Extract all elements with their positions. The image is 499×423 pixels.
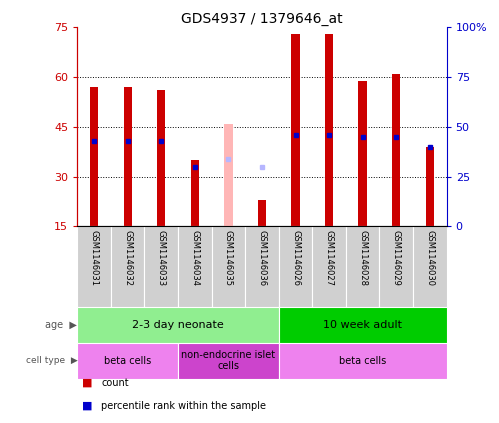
Bar (413, 226, 447, 307)
Bar (157, 91, 166, 226)
Text: beta cells: beta cells (104, 356, 151, 365)
Bar (77, 226, 111, 307)
Bar (212, 226, 245, 307)
Bar (279, 307, 447, 343)
Text: GSM1146026: GSM1146026 (291, 230, 300, 286)
Bar (325, 34, 333, 226)
Text: beta cells: beta cells (339, 356, 386, 365)
Bar (145, 226, 178, 307)
Text: GSM1146033: GSM1146033 (157, 230, 166, 286)
Text: GSM1146035: GSM1146035 (224, 230, 233, 286)
Bar (358, 80, 367, 226)
Text: 10 week adult: 10 week adult (323, 320, 402, 330)
Text: GSM1146027: GSM1146027 (325, 230, 334, 286)
Bar (77, 307, 279, 343)
Bar (279, 343, 447, 379)
Bar (77, 343, 178, 379)
Bar (426, 147, 434, 226)
Text: GSM1146028: GSM1146028 (358, 230, 367, 286)
Text: GSM1146031: GSM1146031 (90, 230, 99, 286)
Text: count: count (101, 378, 129, 388)
Text: cell type  ▶: cell type ▶ (25, 356, 77, 365)
Title: GDS4937 / 1379646_at: GDS4937 / 1379646_at (181, 12, 343, 27)
Text: GSM1146036: GSM1146036 (257, 230, 266, 286)
Bar (346, 226, 379, 307)
Bar (111, 226, 145, 307)
Bar (123, 87, 132, 226)
Bar (291, 34, 300, 226)
Bar (245, 226, 279, 307)
Bar (224, 124, 233, 226)
Bar (90, 87, 98, 226)
Text: GSM1146032: GSM1146032 (123, 230, 132, 286)
Bar (178, 343, 279, 379)
Text: GSM1146030: GSM1146030 (425, 230, 434, 286)
Bar (279, 226, 312, 307)
Text: GSM1146029: GSM1146029 (392, 230, 401, 286)
Bar (191, 160, 199, 226)
Text: ■: ■ (82, 401, 93, 411)
Text: non-endocrine islet
cells: non-endocrine islet cells (181, 350, 275, 371)
Bar (379, 226, 413, 307)
Text: age  ▶: age ▶ (45, 320, 77, 330)
Bar (258, 200, 266, 226)
Bar (392, 74, 400, 226)
Bar (178, 226, 212, 307)
Text: 2-3 day neonate: 2-3 day neonate (132, 320, 224, 330)
Text: GSM1146034: GSM1146034 (190, 230, 199, 286)
Text: ■: ■ (82, 378, 93, 388)
Bar (312, 226, 346, 307)
Text: percentile rank within the sample: percentile rank within the sample (101, 401, 266, 411)
